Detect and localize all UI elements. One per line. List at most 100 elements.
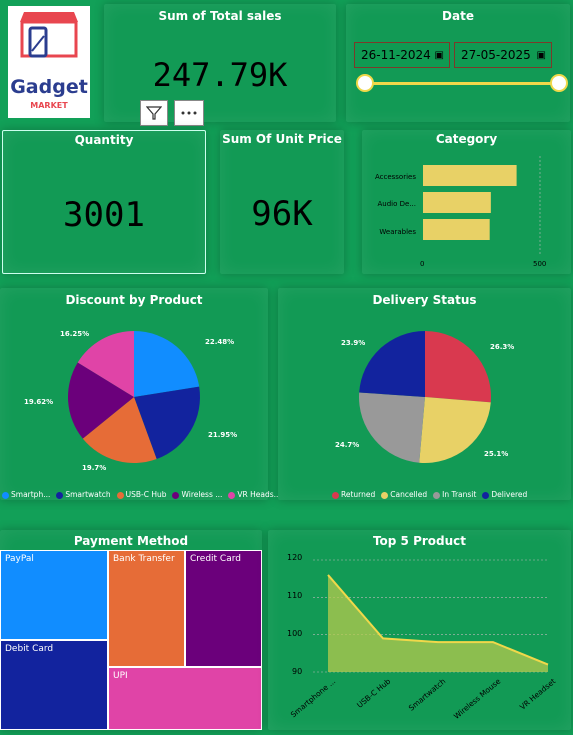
date-title: Date: [442, 9, 474, 23]
pie-value-label: 26.3%: [490, 343, 515, 351]
discount-pie-chart: [68, 331, 200, 463]
pie-value-label: 23.9%: [341, 339, 366, 347]
treemap-tile-upi[interactable]: UPI: [108, 667, 262, 730]
more-options-button[interactable]: [174, 100, 204, 126]
category-label: Wearables: [379, 228, 416, 236]
delivery-legend: Returned Cancelled In Transit Delivered: [332, 490, 527, 499]
legend-dot-icon: [332, 491, 339, 499]
top5-card: Top 5 Product Smartphone ... USB-C Hub Sma…: [268, 530, 571, 730]
discount-card: Discount by Product 22.48% 21.95% 19.7% …: [0, 288, 281, 500]
end-date-value: 27-05-2025: [461, 48, 531, 62]
category-bar[interactable]: [423, 165, 517, 186]
payment-title: Payment Method: [73, 534, 189, 548]
y-tick: 90: [292, 667, 303, 676]
top5-area: [328, 574, 548, 672]
category-bar[interactable]: [423, 192, 491, 213]
start-date-input[interactable]: 26-11-2024 ▣: [354, 42, 450, 68]
pie-value-label: 25.1%: [484, 450, 509, 458]
legend-item[interactable]: Cancelled: [381, 490, 427, 499]
pie-slice[interactable]: [82, 397, 157, 463]
treemap-tile-paypal[interactable]: PayPal: [0, 550, 108, 640]
pie-value-label: 22.48%: [205, 338, 235, 346]
total-sales-title: Sum of Total sales: [158, 9, 282, 23]
legend-item[interactable]: Delivered: [482, 490, 527, 499]
date-slider-start-handle[interactable]: [356, 74, 374, 92]
date-slider-end-handle[interactable]: [550, 74, 568, 92]
pie-value-label: 19.62%: [24, 398, 54, 406]
legend-item[interactable]: In Transit: [433, 490, 476, 499]
logo: Gadget MARKET: [8, 6, 90, 118]
pie-value-label: 16.25%: [60, 330, 90, 338]
legend-dot-icon: [482, 491, 490, 499]
category-label: Accessories: [374, 173, 416, 181]
y-tick: 100: [287, 629, 303, 638]
total-sales-card: Sum of Total sales 247.79K: [104, 4, 336, 122]
legend-item[interactable]: Wireless ...: [172, 490, 222, 499]
legend-item[interactable]: USB-C Hub: [116, 490, 166, 499]
legend-dot-icon: [56, 491, 64, 499]
pie-slice[interactable]: [134, 386, 200, 459]
y-tick: 120: [287, 553, 303, 562]
discount-legend: Smartph... Smartwatch USB-C Hub Wireless…: [2, 490, 281, 499]
top5-x-label: Wireless Mouse: [452, 676, 503, 720]
legend-item[interactable]: Smartwatch: [56, 490, 111, 499]
top5-x-label: USB-C Hub: [355, 676, 392, 709]
legend-dot-icon: [172, 491, 180, 499]
top5-x-label: VR Headset: [518, 677, 557, 712]
store-logo-icon: [20, 12, 78, 58]
category-bar-chart: [423, 156, 541, 256]
y-tick: 110: [287, 591, 303, 600]
treemap-tile-debit-card[interactable]: Debit Card: [0, 640, 108, 730]
start-date-value: 26-11-2024: [361, 48, 431, 62]
date-card: Date 26-11-2024 ▣ 27-05-2025 ▣: [346, 4, 570, 122]
discount-title: Discount by Product: [65, 293, 203, 307]
delivery-pie-chart: [359, 331, 491, 463]
legend-item[interactable]: Returned: [332, 490, 375, 499]
top5-line[interactable]: [327, 574, 549, 666]
calendar-icon[interactable]: ▣: [536, 50, 546, 61]
legend-dot-icon: [116, 491, 124, 499]
legend-dot-icon: [381, 491, 389, 499]
pie-slice[interactable]: [68, 362, 134, 439]
legend-dot-icon: [228, 491, 236, 499]
pie-slice[interactable]: [359, 392, 425, 463]
category-tick: 500: [533, 260, 547, 268]
quantity-card: Quantity 3001: [2, 130, 206, 274]
logo-text: Gadget: [10, 76, 88, 98]
pie-slice[interactable]: [134, 331, 200, 397]
calendar-icon[interactable]: ▣: [434, 50, 444, 61]
legend-item[interactable]: VR Heads...: [228, 490, 281, 499]
filter-button[interactable]: [140, 100, 168, 126]
date-slider-track[interactable]: [364, 82, 560, 85]
pie-slice[interactable]: [359, 331, 425, 397]
more-icon: [181, 111, 197, 115]
quantity-value: 3001: [63, 195, 145, 235]
payment-card: Payment Method PayPal Bank Transfer Cred…: [0, 530, 262, 730]
filter-icon: [146, 106, 162, 120]
logo-subtext: MARKET: [30, 101, 68, 110]
unit-price-title: Sum Of Unit Price: [222, 132, 342, 146]
total-sales-value: 247.79K: [152, 56, 288, 94]
quantity-title: Quantity: [74, 133, 134, 147]
pie-slice[interactable]: [419, 397, 491, 463]
legend-dot-icon: [433, 491, 441, 499]
category-card: Category Accessories Audio De... Wearabl…: [362, 130, 571, 274]
pie-value-label: 19.7%: [82, 464, 107, 472]
treemap-tile-bank-transfer[interactable]: Bank Transfer: [108, 550, 185, 667]
pie-slice[interactable]: [77, 331, 134, 397]
unit-price-card: Sum Of Unit Price 96K: [220, 130, 344, 274]
unit-price-value: 96K: [251, 194, 313, 234]
treemap-tile-credit-card[interactable]: Credit Card: [185, 550, 262, 667]
category-tick: 0: [420, 260, 425, 268]
end-date-input[interactable]: 27-05-2025 ▣: [454, 42, 552, 68]
category-title: Category: [435, 132, 498, 146]
delivery-title: Delivery Status: [372, 293, 477, 307]
delivery-card: Delivery Status 26.3% 25.1% 24.7% 23.9% …: [278, 288, 571, 500]
category-bar[interactable]: [423, 219, 490, 240]
category-label: Audio De...: [377, 200, 417, 208]
legend-item[interactable]: Smartph...: [2, 490, 50, 499]
top5-x-label: Smartphone ...: [289, 677, 337, 720]
top5-x-label: Smartwatch: [407, 676, 448, 712]
pie-slice[interactable]: [425, 331, 491, 403]
pie-value-label: 24.7%: [335, 441, 360, 449]
